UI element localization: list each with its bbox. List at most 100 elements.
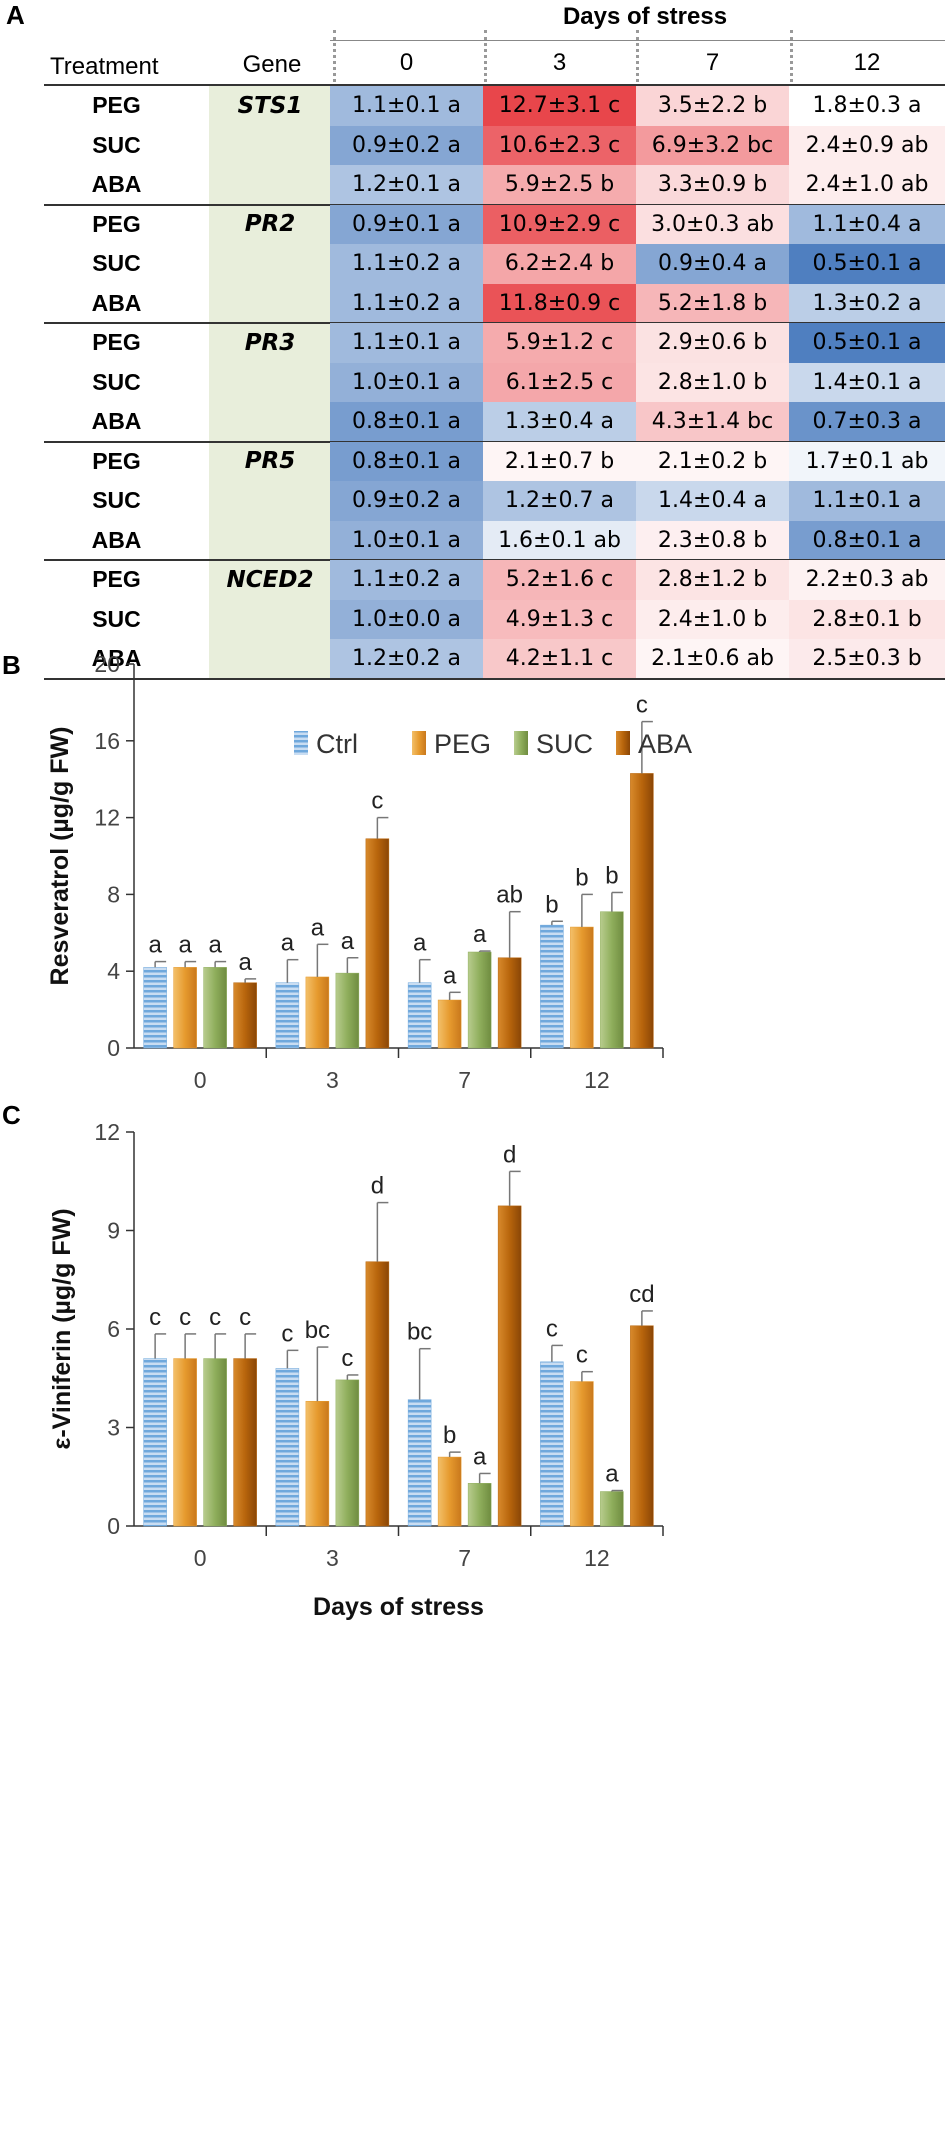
- day-column-header: 0: [399, 49, 414, 76]
- panel-label-c: C: [2, 1100, 21, 1130]
- significance-letter: cd: [629, 1281, 654, 1308]
- bar-peg: [437, 1456, 462, 1527]
- panel-label-b: B: [2, 650, 21, 680]
- bar-aba: [233, 1358, 257, 1527]
- significance-letter: a: [208, 932, 222, 959]
- significance-letter: a: [311, 914, 325, 941]
- significance-letter: a: [281, 930, 295, 957]
- significance-letter: a: [341, 928, 355, 955]
- bar-aba: [497, 1205, 522, 1527]
- gene-label: NCED2: [226, 566, 314, 593]
- expression-cell: 2.4±1.0 b: [636, 599, 789, 639]
- significance-letter: c: [576, 1342, 588, 1369]
- expression-cell: 0.9±0.4 a: [636, 244, 789, 284]
- legend-label: ABA: [638, 729, 692, 759]
- significance-letter: c: [636, 692, 648, 719]
- significance-letter: a: [238, 949, 252, 976]
- bar-peg: [305, 976, 330, 1049]
- expression-cell: 1.3±0.4 a: [483, 402, 636, 442]
- significance-letter: a: [413, 930, 427, 957]
- expression-cell: 3.0±0.3 ab: [636, 204, 789, 244]
- expression-cell: 0.9±0.2 a: [330, 125, 483, 165]
- legend-label: Ctrl: [316, 729, 358, 759]
- bar-aba: [630, 1325, 654, 1527]
- bar-ctrl: [540, 924, 564, 1049]
- bar-aba: [630, 773, 654, 1049]
- significance-letter: c: [149, 1304, 161, 1331]
- y-tick-label: 4: [107, 958, 120, 984]
- significance-letter: c: [239, 1304, 251, 1331]
- expression-cell: 1.1±0.1 a: [330, 86, 483, 126]
- significance-letter: c: [371, 788, 383, 815]
- significance-letter: a: [148, 932, 162, 959]
- significance-letter: b: [443, 1422, 456, 1449]
- treatment-label: ABA: [91, 526, 142, 553]
- bar-peg: [570, 1381, 594, 1527]
- y-tick-label: 3: [107, 1415, 120, 1441]
- expression-cell: 2.5±0.3 b: [789, 639, 945, 679]
- bar-aba: [497, 957, 522, 1049]
- bar-peg: [437, 999, 462, 1049]
- bar-suc: [600, 1491, 624, 1527]
- treatment-label: PEG: [92, 447, 141, 474]
- y-tick-label: 12: [94, 805, 120, 831]
- gene-label: PR5: [244, 448, 296, 475]
- x-tick-label: 3: [326, 1067, 339, 1093]
- x-tick-label: 7: [458, 1067, 471, 1093]
- bar-ctrl: [407, 982, 432, 1049]
- days-of-stress-header: Days of stress: [562, 3, 728, 30]
- significance-letter: a: [443, 962, 457, 989]
- bar-suc: [203, 1358, 227, 1527]
- expression-cell: 1.8±0.3 a: [789, 86, 945, 126]
- expression-cell: 2.8±1.2 b: [636, 560, 789, 600]
- expression-cell: 3.3±0.9 b: [636, 165, 789, 205]
- x-axis-label: Days of stress: [313, 1593, 484, 1621]
- expression-cell: 1.2±0.1 a: [330, 165, 483, 205]
- significance-letter: d: [503, 1141, 516, 1168]
- legend-label: PEG: [434, 729, 491, 759]
- bar-suc: [467, 1483, 492, 1527]
- expression-cell: 1.1±0.2 a: [330, 560, 483, 600]
- bar-aba: [365, 1261, 390, 1527]
- expression-cell: 10.6±2.3 c: [483, 125, 636, 165]
- significance-letter: bc: [305, 1317, 330, 1344]
- expression-cell: 1.7±0.1 ab: [789, 441, 945, 481]
- expression-cell: 4.2±1.1 c: [483, 639, 636, 679]
- expression-cell: 1.1±0.2 a: [330, 244, 483, 284]
- treatment-label: SUC: [92, 131, 141, 158]
- y-tick-label: 0: [107, 1513, 120, 1539]
- y-axis-label: ε-Viniferin (µg/g FW): [48, 1208, 76, 1449]
- y-tick-label: 16: [94, 728, 120, 754]
- y-tick-label: 0: [107, 1035, 120, 1061]
- expression-cell: 1.0±0.1 a: [330, 520, 483, 560]
- expression-cell: 6.2±2.4 b: [483, 244, 636, 284]
- bar-peg: [305, 1400, 330, 1527]
- significance-letter: c: [281, 1320, 293, 1347]
- significance-letter: ab: [496, 882, 523, 909]
- expression-cell: 1.0±0.0 a: [330, 599, 483, 639]
- header-divider: [484, 30, 487, 82]
- y-tick-label: 9: [107, 1218, 120, 1244]
- expression-cell: 2.9±0.6 b: [636, 323, 789, 363]
- gene-column-background: [209, 86, 331, 679]
- y-tick-label: 20: [94, 651, 120, 677]
- bar-ctrl: [407, 1399, 432, 1527]
- bar-peg: [173, 967, 197, 1049]
- significance-letter: c: [341, 1345, 353, 1372]
- expression-cell: 5.9±2.5 b: [483, 165, 636, 205]
- significance-letter: b: [575, 864, 588, 891]
- expression-cell: 0.9±0.1 a: [330, 204, 483, 244]
- expression-cell: 1.6±0.1 ab: [483, 520, 636, 560]
- x-tick-label: 7: [458, 1545, 471, 1571]
- expression-cell: 3.5±2.2 b: [636, 86, 789, 126]
- y-axis-label: Resveratrol (µg/g FW): [46, 727, 74, 986]
- header-divider: [330, 40, 945, 41]
- legend-swatch-ctrl: [294, 731, 308, 755]
- significance-letter: c: [209, 1304, 221, 1331]
- expression-cell: 1.4±0.1 a: [789, 362, 945, 402]
- day-column-header: 7: [705, 49, 720, 76]
- expression-cell: 6.1±2.5 c: [483, 362, 636, 402]
- x-tick-label: 12: [584, 1067, 610, 1093]
- day-column-header: 3: [552, 49, 567, 76]
